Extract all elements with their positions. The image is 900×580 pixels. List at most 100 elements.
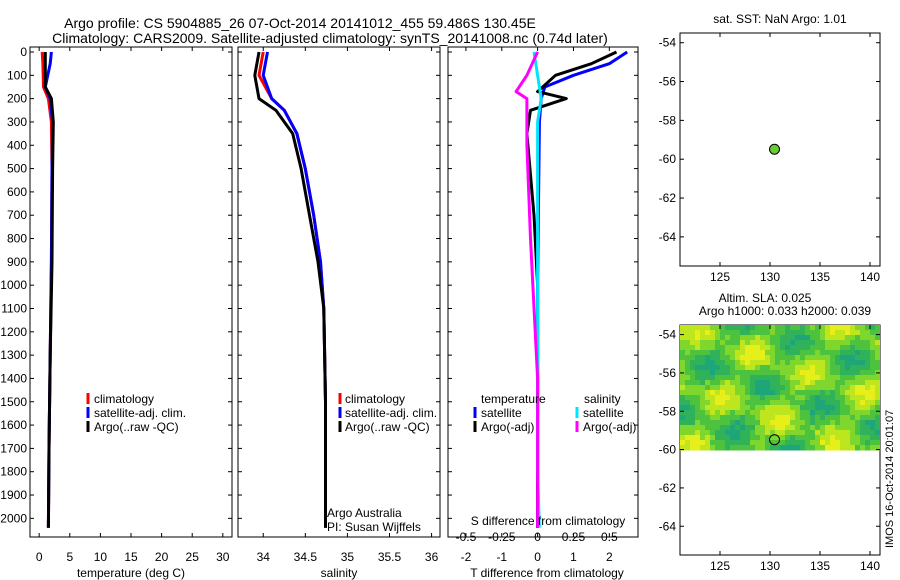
sla-cell	[800, 380, 806, 386]
sla-cell	[790, 325, 796, 331]
sla-cell	[780, 355, 786, 361]
sla-cell	[780, 330, 786, 336]
y-tick-label: -64	[659, 230, 677, 244]
sla-cell	[710, 375, 716, 381]
sla-cell	[740, 360, 746, 366]
sla-cell	[840, 390, 846, 396]
sla-cell	[855, 380, 861, 386]
sla-cell	[760, 330, 766, 336]
sla-cell	[805, 430, 811, 436]
sla-cell	[835, 395, 841, 401]
sla-cell	[780, 375, 786, 381]
sla-cell	[815, 365, 821, 371]
sla-cell	[845, 420, 851, 426]
sla-cell	[690, 380, 696, 386]
y-tick-label: 1400	[0, 371, 27, 385]
sla-cell	[725, 335, 731, 341]
sla-cell	[690, 350, 696, 356]
sla-cell	[695, 415, 701, 421]
sla-cell	[725, 395, 731, 401]
sla-cell	[685, 335, 691, 341]
sla-cell	[785, 365, 791, 371]
sla-cell	[795, 390, 801, 396]
sla-cell	[755, 330, 761, 336]
sla-cell	[870, 375, 876, 381]
sla-cell	[730, 390, 736, 396]
salinity-legend: climatology satellite-adj. clim. Argo(..…	[338, 392, 437, 434]
sla-cell	[780, 390, 786, 396]
sla-cell	[740, 350, 746, 356]
sla-cell	[780, 370, 786, 376]
sla-cell	[865, 355, 871, 361]
sla-cell	[685, 415, 691, 421]
sla-cell	[825, 345, 831, 351]
sla-cell	[765, 425, 771, 431]
sla-cell	[695, 405, 701, 411]
sla-cell	[680, 385, 686, 391]
sla-cell	[730, 425, 736, 431]
sla-cell	[775, 350, 781, 356]
salinity-xlabel: salinity	[321, 566, 358, 580]
sla-cell	[810, 340, 816, 346]
sla-cell	[755, 345, 761, 351]
sla-cell	[855, 425, 861, 431]
sla-cell	[825, 435, 831, 441]
sla-cell	[865, 415, 871, 421]
sla-cell	[780, 350, 786, 356]
sla-cell	[815, 415, 821, 421]
sla-cell	[760, 415, 766, 421]
sla-cell	[820, 445, 826, 451]
sla-cell	[690, 330, 696, 336]
sla-cell	[835, 325, 841, 331]
sla-cell	[770, 405, 776, 411]
sla-cell	[875, 380, 880, 386]
sla-cell	[680, 340, 686, 346]
x-tick-label: 5	[66, 550, 73, 564]
sla-cell	[865, 360, 871, 366]
sla-cell	[865, 380, 871, 386]
series-temperature-argo-adj	[525, 50, 618, 528]
sla-cell	[770, 350, 776, 356]
sla-cell	[800, 355, 806, 361]
sla-cell	[700, 375, 706, 381]
sla-cell	[830, 395, 836, 401]
sla-cell	[815, 355, 821, 361]
sla-cell	[785, 360, 791, 366]
sla-cell	[875, 360, 880, 366]
sla-cell	[790, 445, 796, 451]
sla-cell	[855, 360, 861, 366]
sla-cell	[875, 350, 880, 356]
sla-cell	[865, 405, 871, 411]
sla-cell	[680, 335, 686, 341]
sla-cell	[805, 330, 811, 336]
sla-cell	[765, 435, 771, 441]
sla-cell	[680, 345, 686, 351]
sla-cell	[850, 370, 856, 376]
sla-cell	[680, 430, 686, 436]
sla-cell	[795, 325, 801, 331]
sla-cell	[720, 400, 726, 406]
sla-cell	[685, 425, 691, 431]
sla-map-panel: Altim. SLA: 0.025 Argo h1000: 0.033 h200…	[659, 291, 881, 573]
sla-cell	[735, 335, 741, 341]
sla-cell	[830, 410, 836, 416]
sla-cell	[775, 365, 781, 371]
sla-cell	[850, 390, 856, 396]
sla-cell	[740, 330, 746, 336]
sla-cell	[720, 360, 726, 366]
sla-cell	[875, 340, 880, 346]
sla-cell	[850, 340, 856, 346]
sla-cell	[855, 415, 861, 421]
sla-cell	[755, 425, 761, 431]
sla-cell	[835, 405, 841, 411]
sla-cell	[790, 330, 796, 336]
sla-cell	[685, 405, 691, 411]
sla-cell	[795, 425, 801, 431]
sla-cell	[835, 330, 841, 336]
sla-cell	[865, 345, 871, 351]
sla-cell	[860, 365, 866, 371]
sla-cell	[735, 445, 741, 451]
sla-cell	[745, 425, 751, 431]
sla-cell	[860, 435, 866, 441]
sla-cell	[855, 330, 861, 336]
